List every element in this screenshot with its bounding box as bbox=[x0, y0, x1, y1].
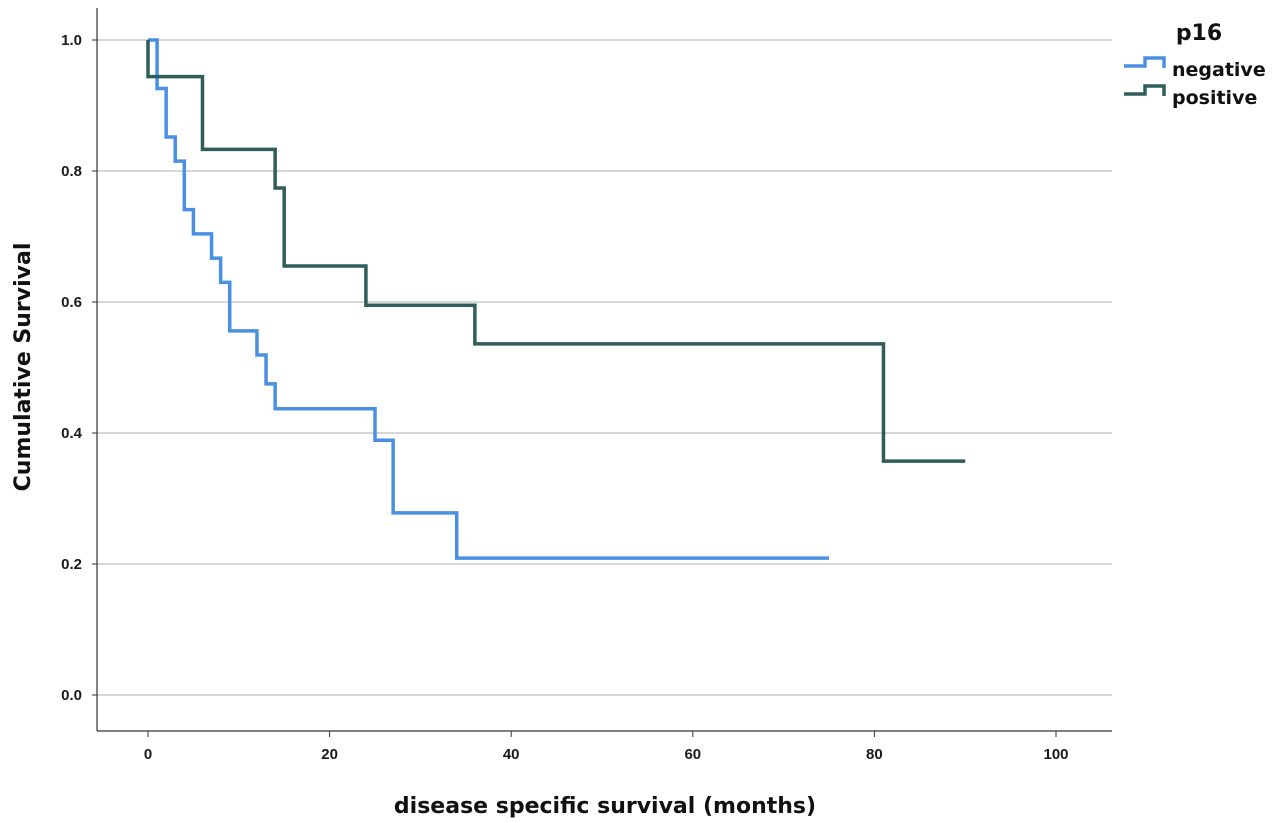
series-lines bbox=[146, 38, 966, 560]
axes: 0.0 0.2 0.4 0.6 0.8 1.0 0 20 40 60 80 100 bbox=[61, 8, 1112, 763]
y-tick-label: 0.4 bbox=[61, 425, 83, 442]
legend-label-negative: negative bbox=[1172, 59, 1266, 81]
x-tick-label: 40 bbox=[503, 746, 520, 763]
x-tick-label: 20 bbox=[321, 746, 338, 763]
gridlines bbox=[97, 39, 1112, 696]
series-line-positive bbox=[146, 40, 966, 463]
x-tick-label: 80 bbox=[866, 746, 883, 763]
x-tick-label: 0 bbox=[144, 746, 152, 763]
y-axis-title: Cumulative Survival bbox=[11, 243, 36, 492]
y-tick-label: 1.0 bbox=[61, 32, 82, 49]
y-tick-label: 0.2 bbox=[61, 556, 82, 573]
y-tick-label: 0.8 bbox=[61, 163, 82, 180]
legend-title: p16 bbox=[1176, 21, 1222, 46]
y-tick-label: 0.6 bbox=[61, 294, 82, 311]
x-tick-label: 100 bbox=[1043, 746, 1068, 763]
y-tick-label: 0.0 bbox=[61, 687, 82, 704]
legend-swatch-positive bbox=[1124, 84, 1166, 96]
legend: p16 negative positive bbox=[1124, 21, 1266, 109]
legend-swatch-negative bbox=[1124, 56, 1166, 68]
x-tick-label: 60 bbox=[684, 746, 701, 763]
series-line-negative bbox=[148, 38, 829, 560]
legend-label-positive: positive bbox=[1172, 87, 1257, 109]
x-axis-title: disease specific survival (months) bbox=[394, 794, 816, 819]
